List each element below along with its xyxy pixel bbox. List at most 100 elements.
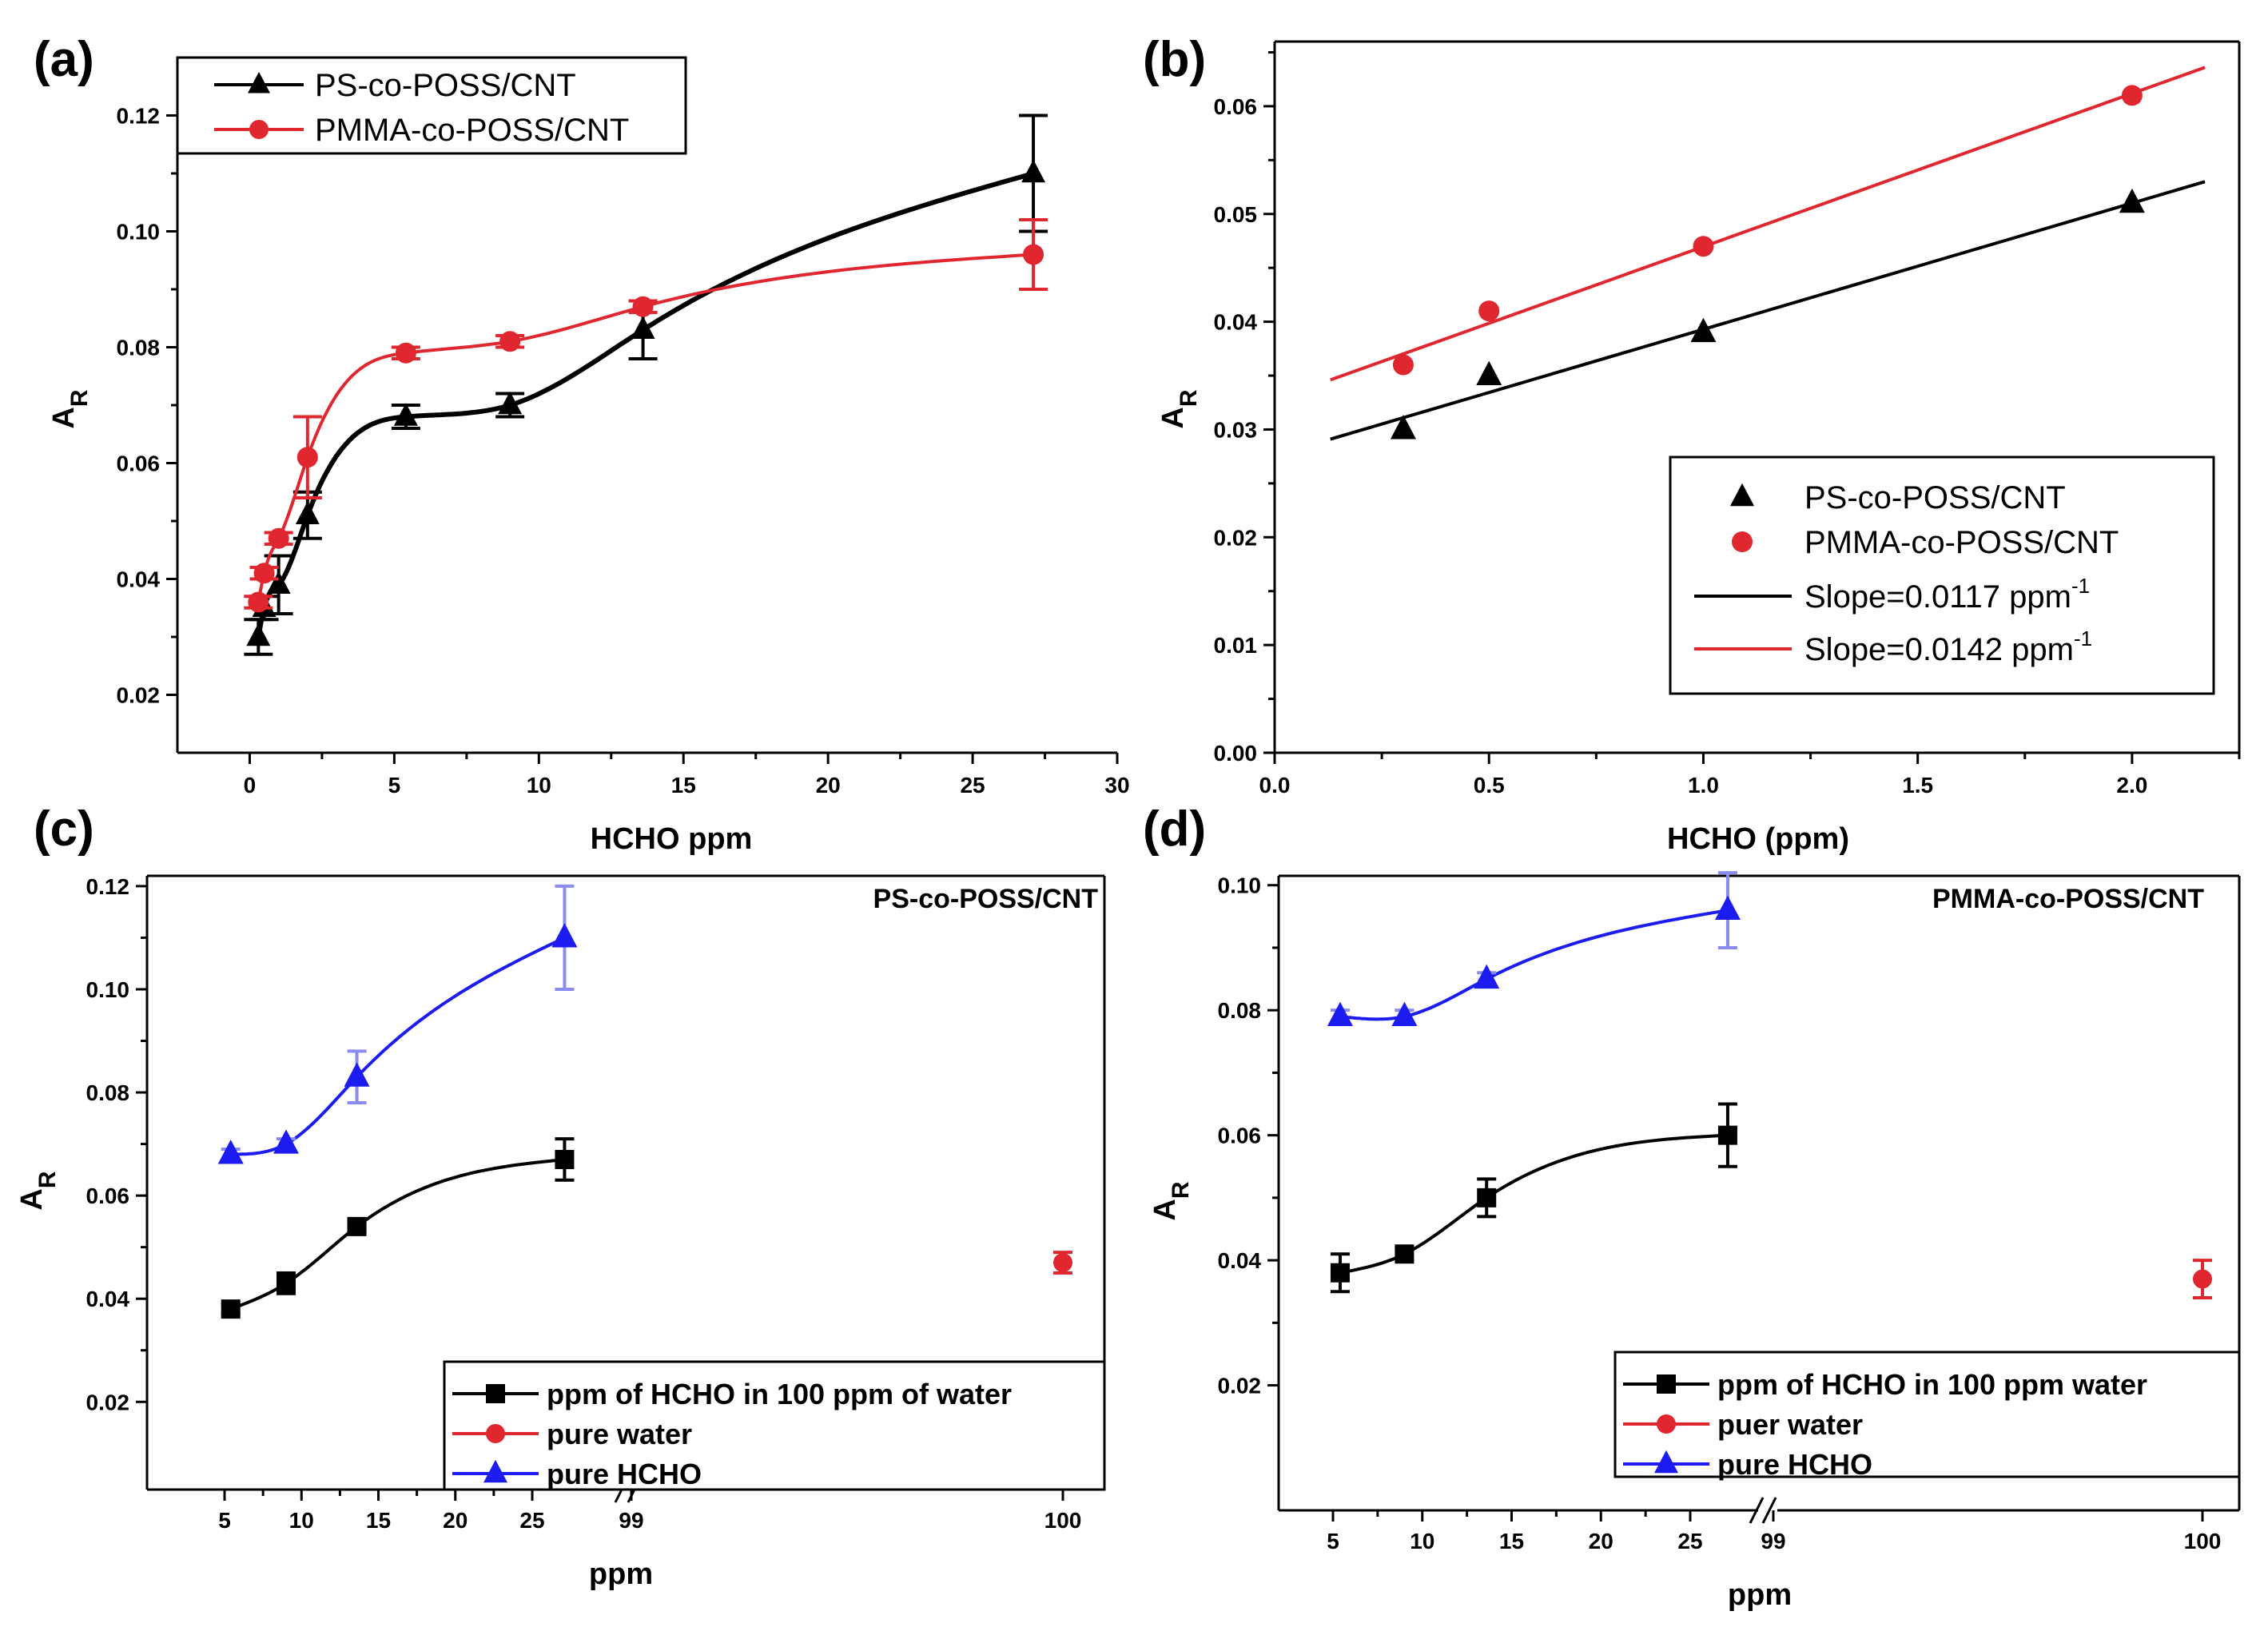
x-tick-label: 20 (443, 1508, 468, 1533)
panel-a-label: (a) (34, 32, 94, 87)
x-tick-label: 10 (527, 773, 551, 798)
x-tick-label: 10 (1410, 1529, 1434, 1553)
fit-line-pmma (1330, 66, 2206, 382)
data-point (1477, 1187, 1497, 1207)
legend-marker (249, 120, 269, 139)
legend-marker (483, 1459, 507, 1483)
chart-panel-b: 0.00 0.01 0.02 0.03 0.04 0.05 0.06 0.0 0.5 1.0 1.5… (1156, 40, 2241, 856)
legend-label: Slope=0.0142 ppm-1 (1804, 627, 2092, 667)
y-tick-label: 0.06 (1214, 94, 1258, 119)
data-point (253, 563, 275, 584)
data-point (246, 623, 271, 646)
x-tick-label: 1.5 (1902, 773, 1933, 798)
x-tick-label: 25 (519, 1508, 544, 1533)
x-axis-label: ppm (1728, 1578, 1792, 1612)
legend-marker (1657, 1414, 1676, 1434)
legend-marker (486, 1384, 505, 1403)
chart-panel-c: 0.02 0.04 0.06 0.08 0.10 0.12 5 10 15 20 25 99 100 pp… (15, 874, 1106, 1591)
legend-label: Slope=0.0117 ppm-1 (1804, 574, 2090, 615)
y-tick-label: 0.01 (1214, 633, 1258, 658)
y-axis-label: AR (1156, 389, 1202, 428)
fit-line-ps (1330, 180, 2206, 441)
data-point (248, 591, 269, 613)
data-point (266, 571, 291, 594)
x-tick-label: 30 (1104, 773, 1129, 798)
x-tick-label: 5 (1327, 1529, 1339, 1553)
series-line (1339, 909, 1729, 1021)
panel-b-label: (b) (1143, 32, 1206, 87)
data-point (221, 1299, 241, 1319)
data-point (555, 1149, 575, 1169)
x-tick-label: 1.0 (1688, 773, 1719, 798)
x-tick-label: 20 (1589, 1529, 1613, 1553)
legend-label: pure HCHO (547, 1458, 702, 1490)
data-point (395, 342, 416, 364)
y-tick-label: 0.10 (86, 977, 130, 1002)
y-tick-label: 0.04 (117, 567, 161, 592)
x-tick-label: 100 (1044, 1508, 1082, 1533)
inner-title: PMMA-co-POSS/CNT (1932, 884, 2204, 914)
data-point (1392, 354, 1414, 376)
x-tick-label: 20 (816, 773, 841, 798)
data-point (1391, 1001, 1418, 1027)
data-point (1476, 360, 1502, 386)
y-axis-label: AR (1148, 1181, 1194, 1220)
y-tick-label: 0.03 (1214, 417, 1258, 442)
data-point (551, 923, 578, 948)
data-point (2121, 85, 2143, 106)
axis-break-mark (1749, 1497, 1777, 1524)
y-tick-label: 0.06 (1218, 1124, 1262, 1148)
data-point (1395, 1244, 1415, 1264)
y-tick-label: 0.06 (117, 452, 161, 476)
x-tick-label: 2.0 (2116, 773, 2147, 798)
y-tick-label: 0.02 (1218, 1374, 1262, 1398)
data-point (1327, 1001, 1353, 1027)
x-tick-label: 25 (1677, 1529, 1702, 1553)
chart-panel-d: 0.02 0.04 0.06 0.08 0.10 5 10 15 20 25 99 100 ppm AR P… (1148, 871, 2241, 1612)
x-tick-label: 0.0 (1259, 773, 1291, 798)
data-point (2193, 1269, 2212, 1289)
x-axis-label: HCHO (ppm) (1667, 822, 1849, 856)
legend-label: pure water (547, 1418, 692, 1450)
data-point (498, 391, 523, 415)
y-axis-label: AR (47, 389, 93, 428)
panel-c-label: (c) (34, 802, 94, 857)
x-tick-label: 15 (366, 1508, 391, 1533)
legend-box (443, 1360, 1106, 1491)
data-point (1053, 1253, 1072, 1273)
data-point (1021, 159, 1046, 183)
data-point (1474, 964, 1500, 989)
data-point (344, 1062, 370, 1087)
y-tick-label: 0.04 (1218, 1248, 1262, 1273)
x-tick-label: 0.5 (1474, 773, 1505, 798)
x-tick-label: 99 (1761, 1529, 1785, 1553)
data-point (393, 403, 418, 426)
data-point (217, 1140, 244, 1164)
legend-label: pure HCHO (1717, 1448, 1872, 1481)
y-tick-label: 0.04 (86, 1287, 130, 1311)
legend-marker (1730, 483, 1754, 507)
data-point (296, 447, 318, 468)
series-line (229, 1158, 565, 1311)
data-point (1390, 415, 1416, 440)
panel-d-label: (d) (1143, 802, 1206, 857)
data-point (631, 316, 655, 339)
y-tick-label: 0.12 (86, 874, 130, 899)
y-tick-label: 0.02 (1214, 525, 1258, 550)
legend-label: PMMA-co-POSS/CNT (1804, 525, 2119, 560)
data-point (1714, 895, 1741, 921)
legend-marker (1732, 531, 1753, 552)
y-tick-label: 0.06 (86, 1183, 130, 1208)
legend-box (1613, 1351, 2241, 1478)
data-point (499, 331, 521, 352)
data-point (1693, 236, 1714, 257)
data-point (1717, 1125, 1737, 1145)
data-point (273, 1129, 299, 1154)
legend-label: ppm of HCHO in 100 ppm of water (547, 1378, 1012, 1410)
series-line (230, 936, 566, 1156)
x-tick-label: 5 (388, 773, 401, 798)
legend-box (1669, 455, 2215, 695)
legend-marker (248, 71, 270, 93)
data-point (632, 296, 654, 317)
